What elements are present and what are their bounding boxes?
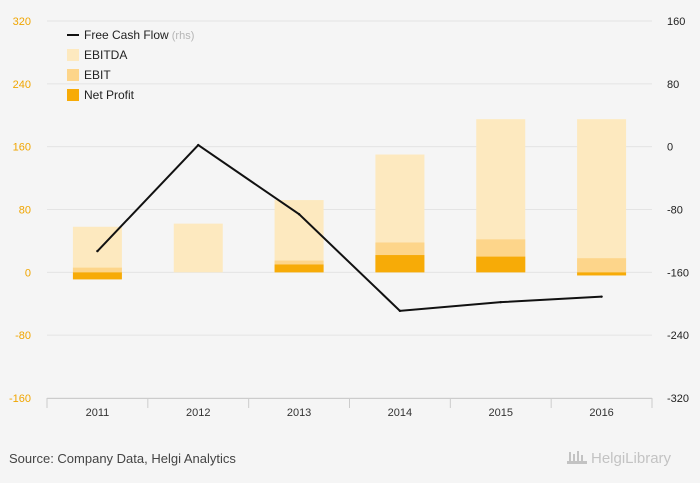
- legend-label: Free Cash Flow (rhs): [84, 28, 194, 42]
- line-point: [600, 295, 603, 298]
- bar-ebitda: [577, 119, 627, 273]
- legend-suffix: (rhs): [169, 30, 195, 42]
- bar-ebit: [72, 267, 122, 273]
- brand-name: HelgiLibrary: [591, 450, 672, 467]
- x-tick-label: 2015: [489, 407, 513, 419]
- right-tick-label: -80: [667, 205, 683, 217]
- line-point: [398, 309, 402, 313]
- bar-ebit: [577, 258, 627, 273]
- bar-net-profit: [577, 272, 627, 276]
- brand-logo: HelgiLibrary: [566, 449, 671, 467]
- bar-ebitda: [274, 200, 324, 273]
- left-tick-label: -80: [15, 330, 31, 342]
- line-point: [297, 213, 301, 216]
- right-tick-label: -320: [667, 393, 689, 405]
- line-point: [96, 249, 99, 253]
- line-point: [499, 300, 502, 304]
- legend-box-swatch: [67, 89, 79, 101]
- left-tick-label: 240: [13, 79, 31, 91]
- legend-box-swatch: [67, 69, 79, 81]
- right-tick-label: -240: [667, 330, 689, 342]
- bar-net-profit: [72, 272, 122, 280]
- x-tick-label: 2012: [186, 407, 210, 419]
- right-tick-label: 160: [667, 16, 685, 28]
- library-icon: [567, 451, 587, 464]
- chart: 320 240 160 80 0 -80 -160 160 80 0 -80 -160 -240 -320…: [9, 16, 689, 419]
- left-tick-label: 320: [13, 16, 31, 28]
- bar-net-profit: [274, 264, 324, 273]
- right-tick-label: 80: [667, 79, 679, 91]
- legend-label: EBIT: [84, 68, 111, 82]
- x-tick-label: 2011: [86, 407, 110, 419]
- x-tick-label: 2016: [589, 407, 613, 419]
- legend-label: EBITDA: [84, 48, 127, 62]
- legend-label: Net Profit: [84, 88, 135, 102]
- left-tick-label: -160: [9, 393, 31, 405]
- right-tick-label: -160: [667, 267, 689, 279]
- line-point: [197, 143, 200, 147]
- bar-ebitda: [173, 223, 223, 273]
- legend-box-swatch: [67, 49, 79, 61]
- bar-net-profit: [476, 256, 526, 273]
- line-free-cash-flow: [96, 143, 602, 312]
- left-tick-label: 80: [19, 205, 31, 217]
- left-tick-label: 160: [13, 142, 31, 154]
- x-tick-label: 2014: [388, 407, 412, 419]
- right-tick-label: 0: [667, 142, 673, 154]
- x-tick-label: 2013: [287, 407, 311, 419]
- source-note: Source: Company Data, Helgi Analytics: [9, 451, 236, 466]
- left-tick-label: 0: [25, 267, 31, 279]
- bar-net-profit: [375, 255, 425, 273]
